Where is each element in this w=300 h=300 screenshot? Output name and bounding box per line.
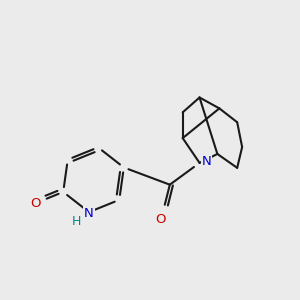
Text: O: O (30, 197, 40, 210)
Text: N: N (84, 207, 94, 220)
Text: H: H (71, 214, 81, 227)
Text: N: N (202, 155, 211, 168)
Text: O: O (156, 213, 166, 226)
